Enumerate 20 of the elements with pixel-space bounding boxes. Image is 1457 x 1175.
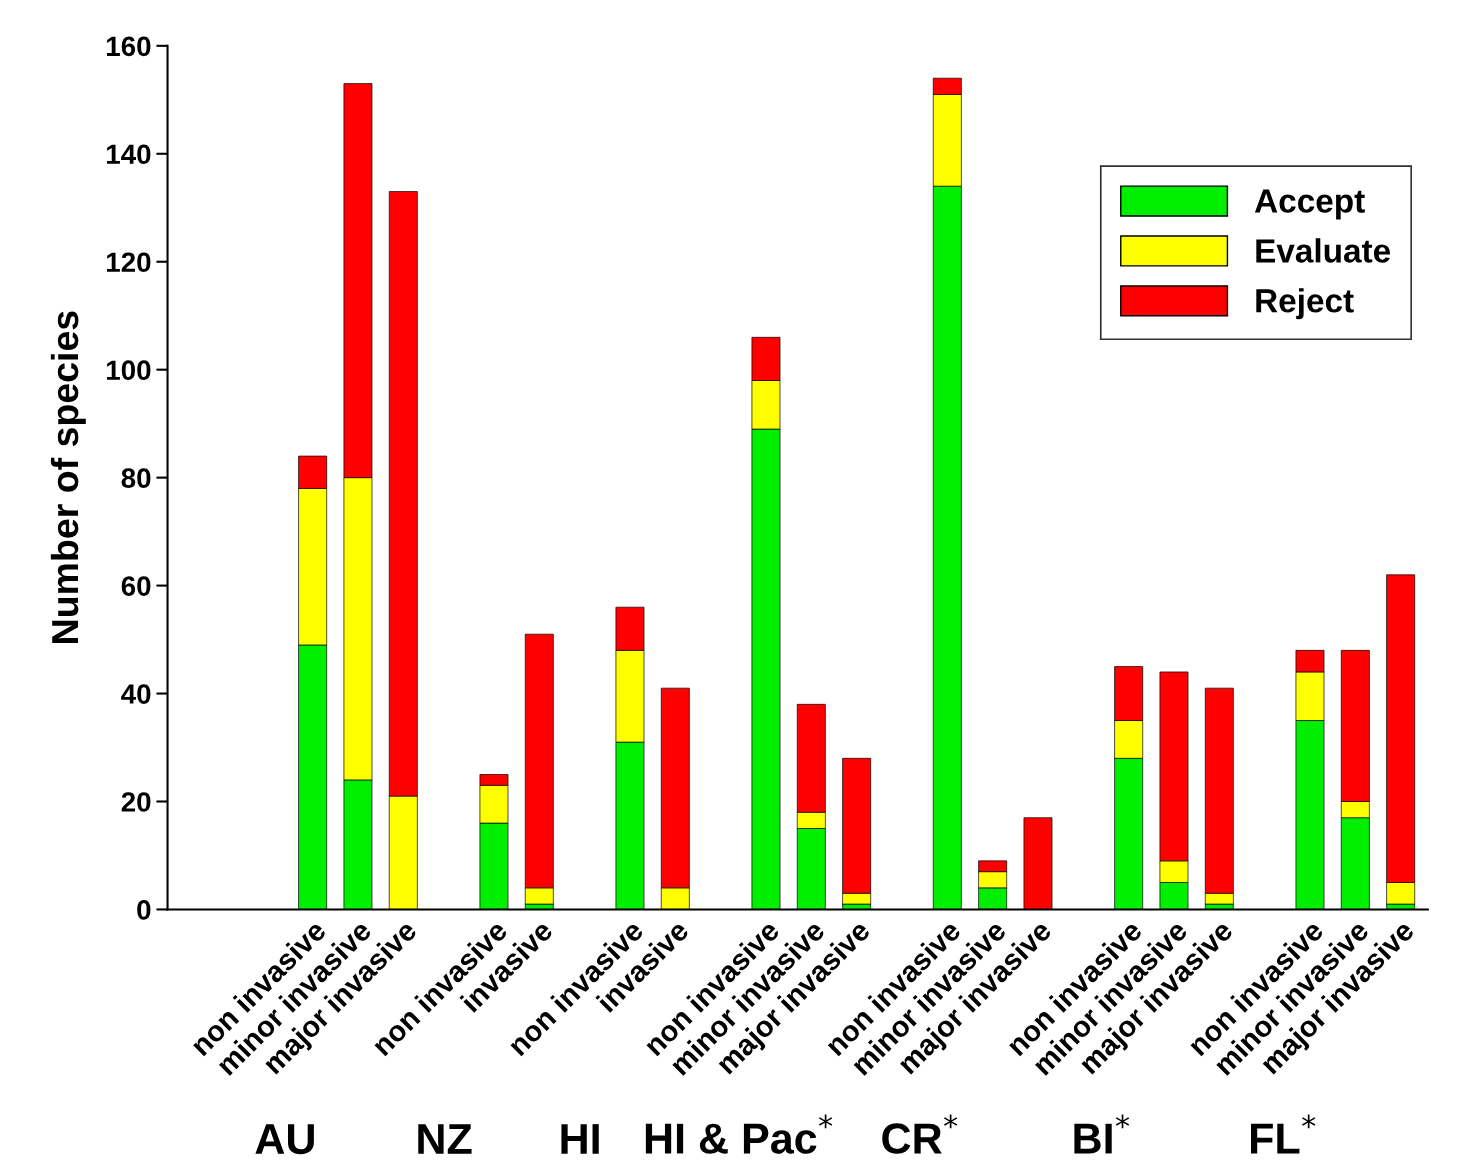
y-tick-label: 20 <box>121 792 151 812</box>
text: NZ <box>418 1124 472 1154</box>
legend-label: Evaluate <box>1256 238 1391 263</box>
text: AU <box>255 1124 314 1155</box>
y-tick-label: 160 <box>106 36 151 57</box>
text: FL$^{*}$ <box>1251 1114 1316 1154</box>
legend-label: Reject <box>1256 288 1354 320</box>
y-tick-label: 40 <box>121 684 151 704</box>
y-tick-label: 100 <box>106 360 151 381</box>
legend-label: Accept <box>1254 189 1365 220</box>
y-tick-label: 120 <box>106 252 151 273</box>
y-axis-title: Number of species <box>50 311 86 643</box>
y-tick-label: 60 <box>121 576 151 596</box>
y-tick-label: 140 <box>106 144 151 165</box>
text: CR$^{*}$ <box>882 1114 958 1154</box>
text: HI & Pac$^{*}$ <box>645 1114 833 1154</box>
y-tick-label: 80 <box>121 468 151 488</box>
y-tick-label: 0 <box>137 900 151 920</box>
text: BI$^{*}$ <box>1074 1114 1130 1154</box>
text: HI <box>561 1124 599 1154</box>
